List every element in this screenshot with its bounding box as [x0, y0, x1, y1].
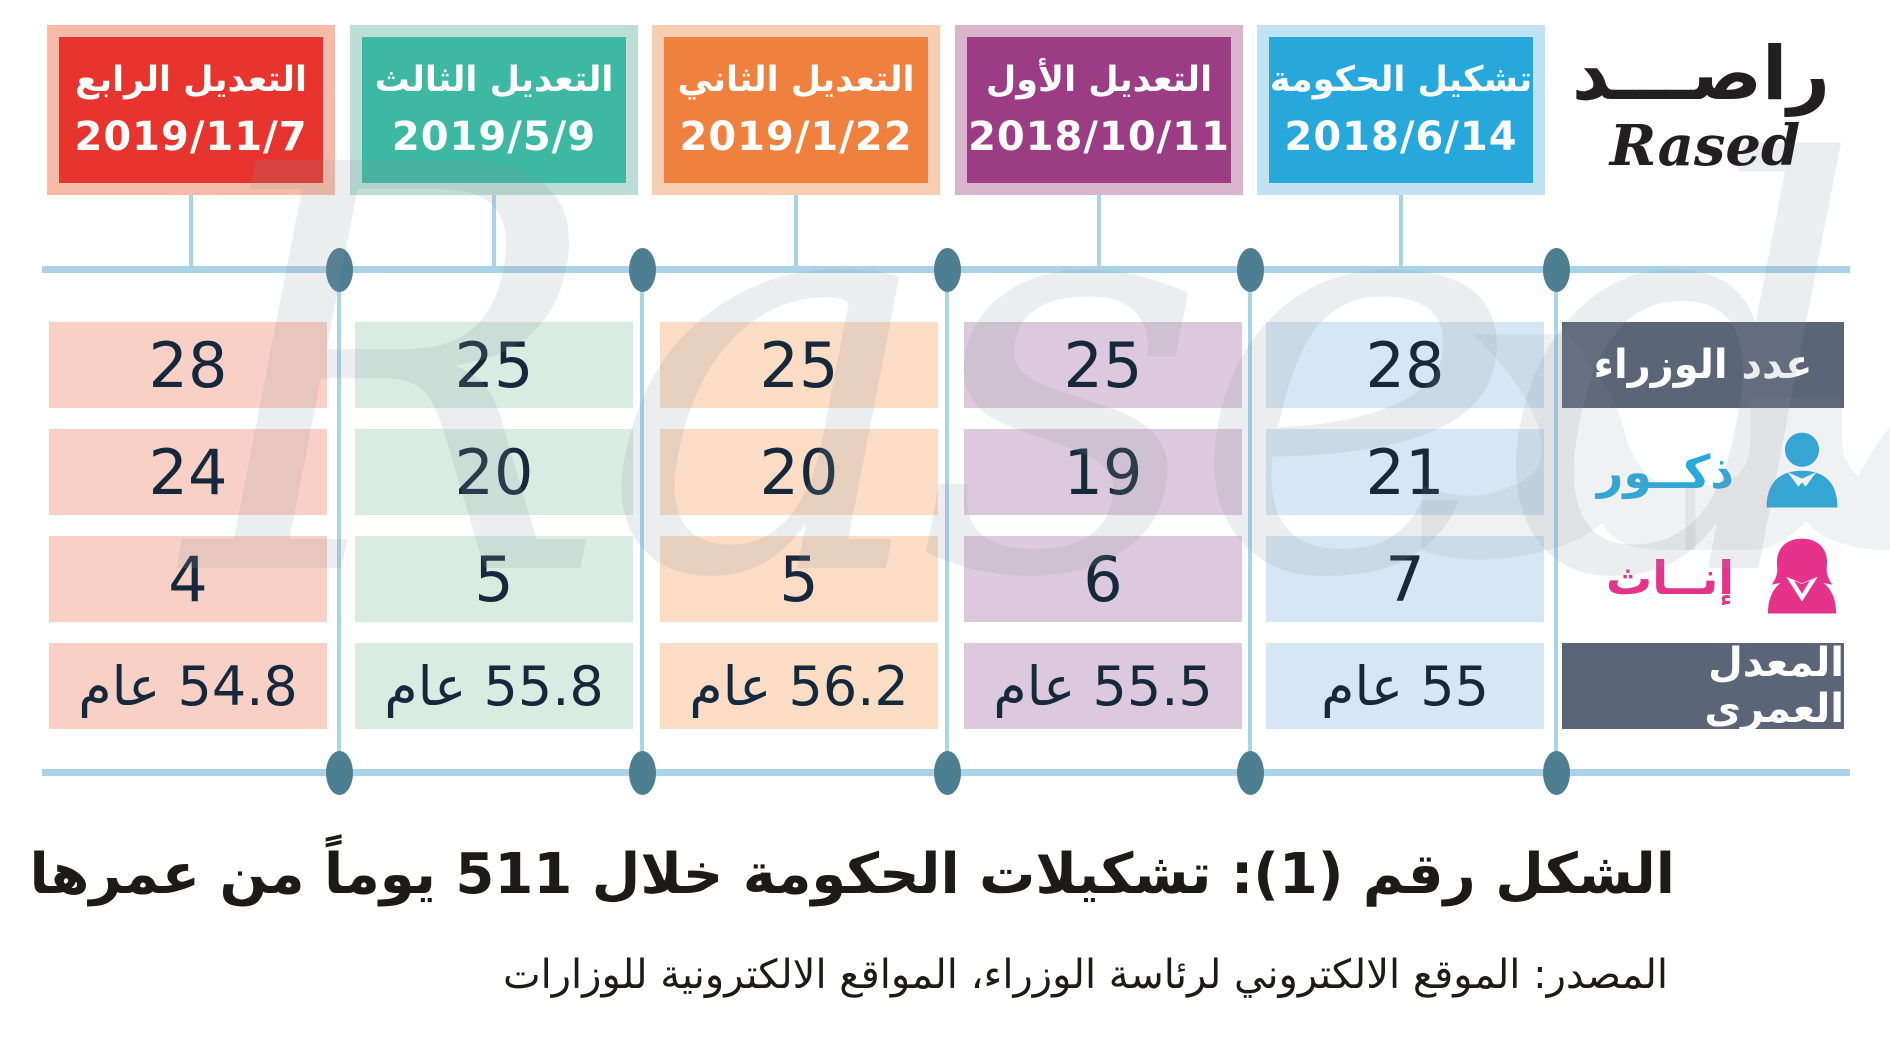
cell-avg-age: 55.8 عام — [355, 643, 633, 729]
males-label: ذكــور — [1596, 445, 1734, 499]
figure-source: المصدر: الموقع الالكتروني لرئاسة الوزراء… — [502, 952, 1668, 998]
timeline-dot — [1237, 751, 1264, 795]
cell-males: 20 — [355, 429, 633, 515]
header-title: التعديل الأول — [985, 60, 1213, 100]
cell-males: 21 — [1266, 429, 1544, 515]
timeline-dot — [934, 751, 961, 795]
header-date: 2018/6/14 — [1284, 114, 1518, 160]
male-icon — [1766, 432, 1838, 508]
column-separator-line — [337, 270, 341, 773]
cell-females: 6 — [964, 536, 1242, 622]
timeline-dot — [1237, 248, 1264, 292]
row-label-males: ذكــور — [1562, 424, 1848, 520]
cell-ministers: 25 — [355, 322, 633, 408]
timeline-dot — [1543, 248, 1570, 292]
cell-avg-age: 54.8 عام — [49, 643, 327, 729]
header-box-amendment-4: التعديل الرابع 2019/11/7 — [47, 25, 335, 195]
header-connector-line — [492, 195, 496, 270]
rased-logo: راصـــد Rased — [1571, 30, 1830, 179]
header-date: 2019/1/22 — [679, 114, 913, 160]
rased-logo-arabic: راصـــد — [1571, 31, 1830, 117]
cell-ministers: 25 — [660, 322, 938, 408]
cell-females: 7 — [1266, 536, 1544, 622]
timeline-dot — [326, 248, 353, 292]
header-date: 2019/11/7 — [74, 114, 308, 160]
rased-logo-latin: Rased — [1609, 112, 1801, 179]
females-label: إنــاث — [1606, 551, 1734, 605]
column-separator-line — [1248, 270, 1252, 773]
cell-females: 5 — [355, 536, 633, 622]
cell-avg-age: 55.5 عام — [964, 643, 1242, 729]
header-box-amendment-3: التعديل الثالث 2019/5/9 — [350, 25, 638, 195]
header-title: تشكيل الحكومة — [1269, 60, 1533, 100]
column-separator-line — [945, 270, 949, 773]
cell-females: 4 — [49, 536, 327, 622]
header-box-amendment-2: التعديل الثاني 2019/1/22 — [652, 25, 940, 195]
cell-avg-age: 56.2 عام — [660, 643, 938, 729]
row-label-ministers: عدد الوزراء — [1562, 322, 1844, 408]
header-connector-line — [1097, 195, 1101, 270]
cell-males: 24 — [49, 429, 327, 515]
header-date: 2019/5/9 — [391, 114, 597, 160]
cell-males: 20 — [660, 429, 938, 515]
header-box-amendment-1: التعديل الأول 2018/10/11 — [955, 25, 1243, 195]
cell-ministers: 28 — [1266, 322, 1544, 408]
female-icon — [1767, 538, 1837, 614]
timeline-dot — [326, 751, 353, 795]
header-box-formation: تشكيل الحكومة 2018/6/14 — [1257, 25, 1545, 195]
row-label-females: إنــاث — [1562, 530, 1848, 626]
timeline-dot — [1543, 751, 1570, 795]
cell-females: 5 — [660, 536, 938, 622]
cell-males: 19 — [964, 429, 1242, 515]
header-date: 2018/10/11 — [968, 114, 1230, 160]
cell-avg-age: 55 عام — [1266, 643, 1544, 729]
header-title: التعديل الثاني — [677, 60, 915, 100]
header-connector-line — [1399, 195, 1403, 270]
cell-ministers: 28 — [49, 322, 327, 408]
header-title: التعديل الرابع — [75, 60, 307, 100]
timeline-dot — [629, 248, 656, 292]
column-separator-line — [640, 270, 644, 773]
header-connector-line — [794, 195, 798, 270]
timeline-dot — [629, 751, 656, 795]
header-title: التعديل الثالث — [374, 60, 614, 100]
cell-ministers: 25 — [964, 322, 1242, 408]
column-separator-line — [1554, 270, 1558, 773]
header-connector-line — [189, 195, 193, 270]
figure-title: الشكل رقم (1): تشكيلات الحكومة خلال 511 … — [29, 842, 1676, 907]
row-label-avg-age: المعدل العمري — [1562, 640, 1844, 732]
timeline-dot — [934, 248, 961, 292]
